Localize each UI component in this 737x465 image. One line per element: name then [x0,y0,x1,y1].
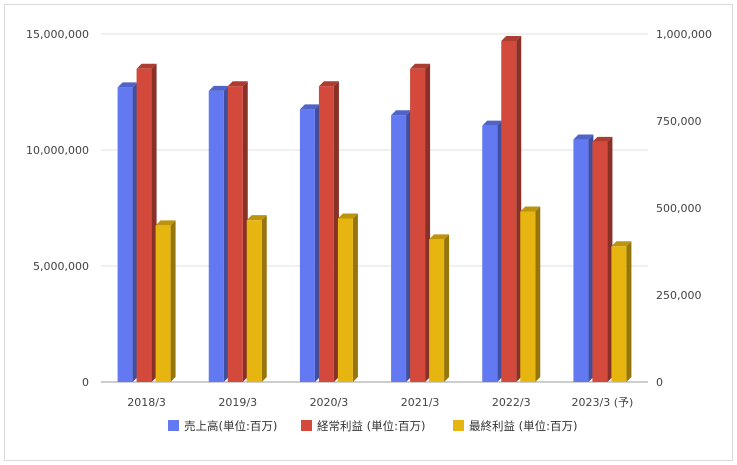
bar-side [588,134,594,382]
bar [592,141,608,382]
x-tick-label: 2018/3 [127,396,166,409]
bar-side [261,215,267,382]
x-tick-label: 2019/3 [218,396,257,409]
bar-side [425,63,431,383]
bar [136,68,152,383]
bar [155,225,171,382]
bar-top [208,85,229,91]
bar-top [299,104,320,110]
y-left-tick-label: 5,000,000 [33,260,89,273]
bar [299,109,315,383]
bar-side [333,81,339,382]
y-right-tick-label: 0 [656,376,663,389]
bar-top [155,220,176,226]
y-left-tick-label: 10,000,000 [26,144,89,157]
bar-side [223,85,229,382]
bar [318,86,334,382]
bar-top [501,35,522,41]
bar-top [227,81,248,87]
y-right-tick-label: 250,000 [656,289,702,302]
y-right-tick-label: 500,000 [656,202,702,215]
legend-swatch [301,420,312,431]
x-tick-label: 2022/3 [492,396,531,409]
bar [611,246,627,382]
bar-side [314,104,320,383]
bar-side [151,63,157,383]
bar-top [573,134,594,140]
bar [573,139,589,382]
bar-top [318,81,339,87]
legend-label: 最終利益 (単位:百万) [469,419,578,433]
bar [482,125,498,382]
bar-top [592,136,613,142]
bar-top [429,234,450,240]
x-tick-label: 2021/3 [401,396,440,409]
bar-side [132,82,138,383]
bar-side [535,206,541,382]
bar-side [516,35,522,383]
bar-top [611,241,632,247]
bar-top [482,120,503,126]
y-left-tick-label: 0 [82,376,89,389]
bar-top [410,63,431,69]
bar [429,239,445,382]
bar-side [242,81,248,382]
bar-side [444,234,450,382]
bar-side [406,110,412,382]
bar-top [246,215,267,221]
bar-side [497,120,503,382]
bar [410,68,426,383]
bar-side [170,220,176,382]
bar [117,87,133,383]
bar-top [391,110,412,116]
bar-side [352,213,358,382]
y-left-tick-label: 15,000,000 [26,28,89,41]
bar [520,211,536,382]
bar [227,86,243,382]
bar [246,220,262,382]
bar-side [607,136,613,382]
y-right-tick-label: 1,000,000 [656,28,712,41]
bar-top [520,206,541,212]
legend-label: 売上高(単位:百万) [184,419,277,433]
legend-swatch [453,420,464,431]
x-tick-label: 2020/3 [310,396,349,409]
legend-swatch [168,420,179,431]
bar [208,90,224,382]
legend-label: 経常利益 (単位:百万) [317,419,426,433]
y-right-tick-label: 750,000 [656,115,702,128]
bar-top [117,82,138,88]
bar [501,40,517,383]
bar-side [626,241,632,382]
bar [337,218,353,382]
bar-top [136,63,157,69]
x-tick-label: 2023/3 (予) [572,396,634,409]
bar-top [337,213,358,219]
bar [391,115,407,382]
